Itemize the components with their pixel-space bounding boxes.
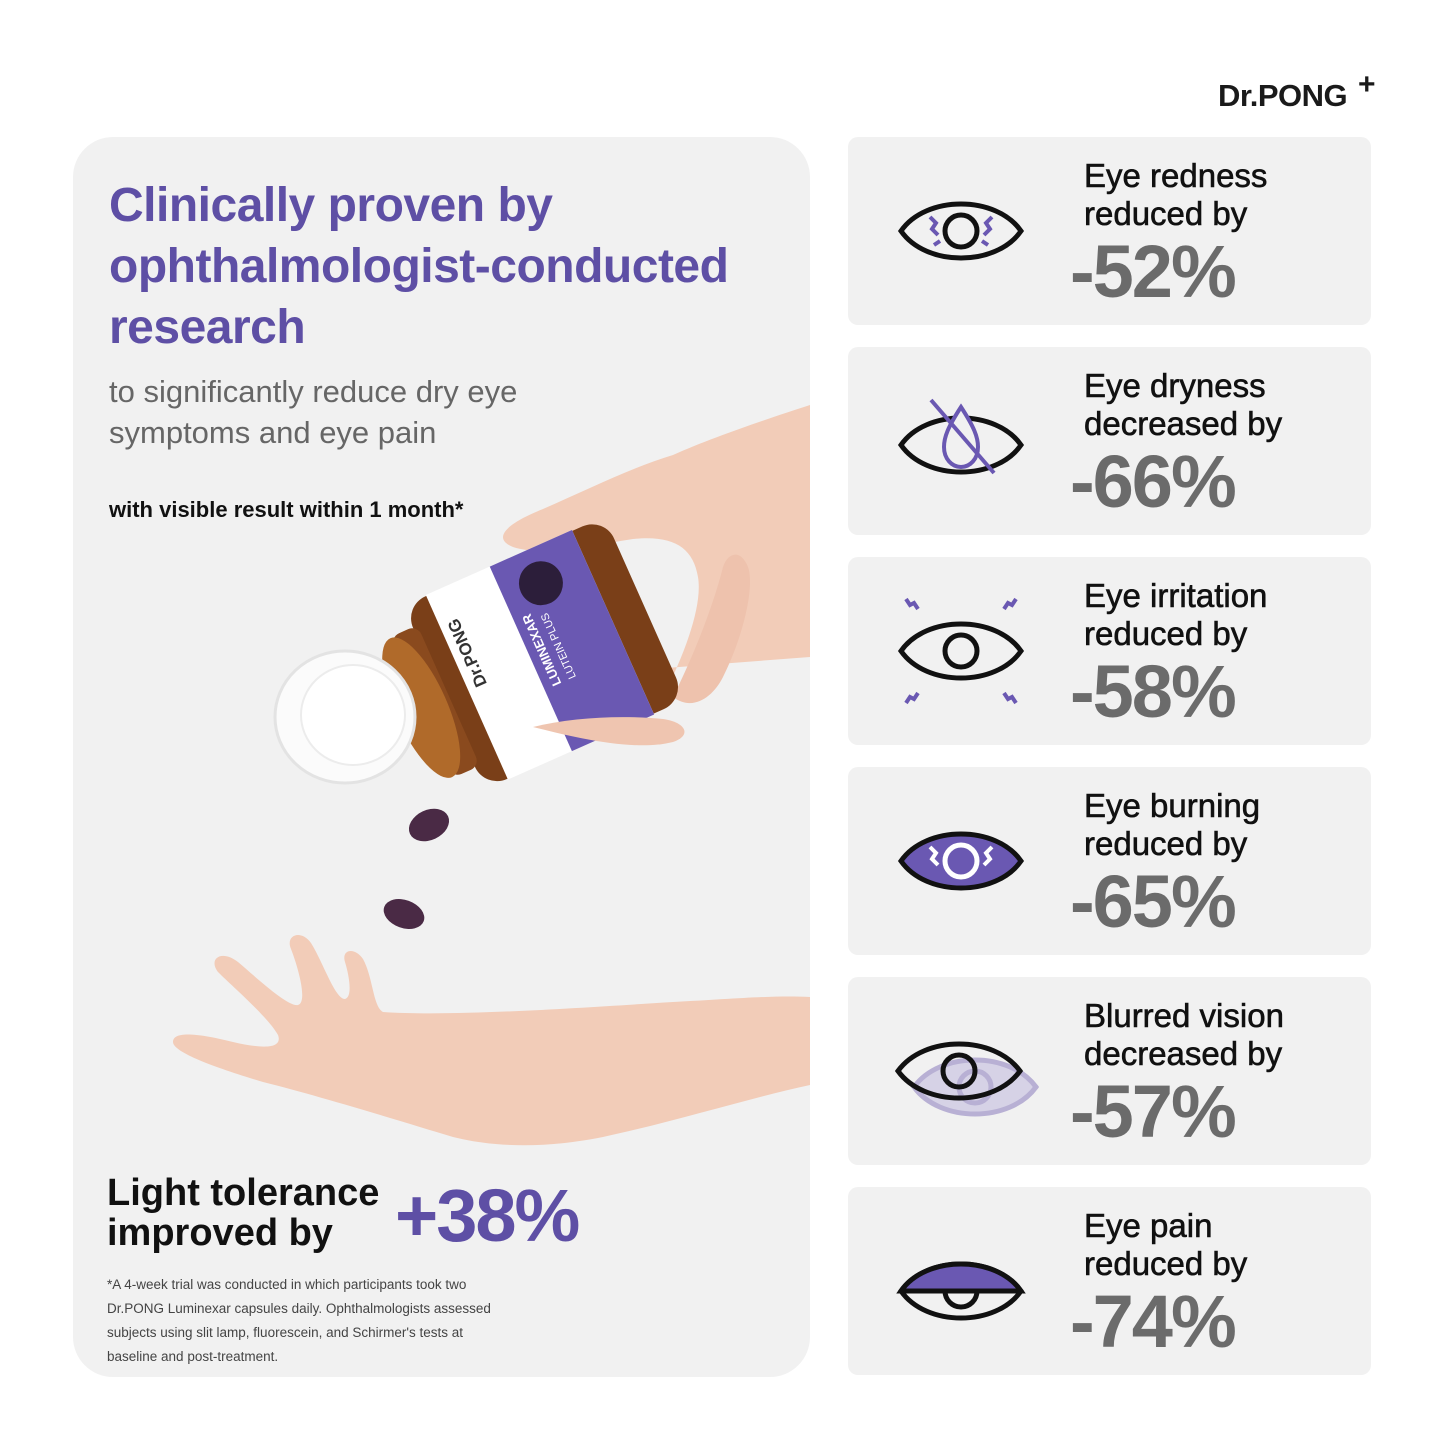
stat-value: -65% [1070, 860, 1237, 943]
eye-burning-icon [897, 831, 1025, 891]
stat-label: Eye redness reduced by [1084, 157, 1268, 233]
stat-label: Eye burning reduced by [1084, 787, 1261, 863]
brand-logo: Dr.PONG + [1218, 68, 1376, 114]
footnote: *A 4-week trial was conducted in which p… [107, 1277, 491, 1364]
stat-value: -58% [1070, 650, 1237, 733]
light-tolerance-value: +38% [395, 1174, 580, 1257]
eye-pain-icon [896, 1261, 1026, 1321]
eye-redness-icon [897, 201, 1025, 261]
eye-irritation-icon [897, 597, 1025, 705]
hero-panel: Dr.PONG LUMINEXAR LUTEIN PLUS Clinically… [73, 137, 810, 1377]
stat-card-blurred: Blurred vision decreased by -57% [848, 977, 1371, 1165]
stat-card-burning: Eye burning reduced by -65% [848, 767, 1371, 955]
stat-value: -74% [1070, 1280, 1237, 1363]
page-headline: Clinically proven by ophthalmologist-con… [109, 179, 729, 354]
stat-label: Eye pain reduced by [1084, 1207, 1248, 1283]
stat-value: -57% [1070, 1070, 1237, 1153]
stat-card-dryness: Eye dryness decreased by -66% [848, 347, 1371, 535]
brand-plus: + [1358, 68, 1376, 101]
capsule [383, 899, 425, 929]
stat-value: -66% [1070, 440, 1237, 523]
stat-label: Eye irritation reduced by [1084, 577, 1268, 653]
upper-hand [503, 405, 810, 741]
stat-value: -52% [1070, 230, 1237, 313]
page-subheadline: to significantly reduce dry eye symptoms… [109, 374, 518, 450]
stat-label: Blurred vision decreased by [1084, 997, 1285, 1073]
stat-card-irritation: Eye irritation reduced by -58% [848, 557, 1371, 745]
lower-hand [173, 935, 810, 1146]
brand-name: Dr.PONG [1218, 78, 1348, 113]
stat-card-pain: Eye pain reduced by -74% [848, 1187, 1371, 1375]
light-tolerance-label: Light tolerance improved by [107, 1172, 380, 1254]
stat-card-redness: Eye redness reduced by -52% [848, 137, 1371, 325]
capsule [408, 808, 450, 842]
eye-dryness-icon [897, 398, 1025, 475]
result-note: with visible result within 1 month* [109, 497, 464, 522]
blurred-vision-icon [894, 1041, 1040, 1117]
product-photo: Dr.PONG LUMINEXAR LUTEIN PLUS [173, 405, 810, 1146]
stat-label: Eye dryness decreased by [1084, 367, 1283, 443]
